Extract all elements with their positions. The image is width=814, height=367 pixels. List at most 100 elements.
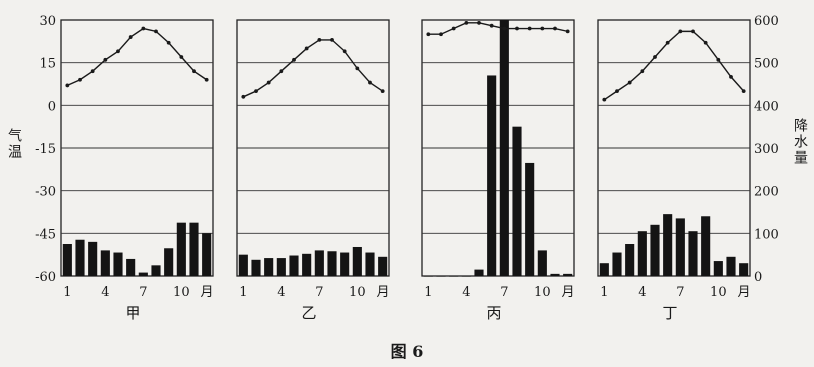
temperature-axis: 30 15 0 -15 -30 -45 -60 气温 [6,14,56,285]
precip-bar [675,218,685,276]
precip-bar [238,254,248,276]
climate-chart-panel: 1 4 7 10 月甲 [60,19,214,322]
temperature-point [515,26,519,31]
temperature-point [640,69,645,74]
temperature-point [355,66,360,71]
temperature-point [179,55,184,59]
temperature-point [464,20,469,25]
precip-bar [512,126,522,277]
precip-tick-label: 300 [754,142,779,157]
temperature-point [116,49,120,54]
temperature-point [627,80,632,85]
precip-bar [599,263,609,276]
precip-bar [423,276,433,277]
month-tick-label: 4 [462,285,470,300]
temperature-line [243,39,384,98]
month-tick-label: 7 [139,285,147,300]
panel-label: 乙 [301,304,316,322]
temperature-point [703,40,708,45]
month-tick-label: 7 [676,285,684,300]
precip-bar [487,75,497,276]
panel-label: 丙 [486,304,501,322]
precip-bar [365,252,375,276]
precip-tick-label: 200 [754,185,779,200]
temperature-point [678,29,683,34]
month-tick-label: 4 [101,285,109,300]
temperature-point [128,35,133,39]
temperature-point [368,80,372,85]
temp-axis-label: 气温 [6,128,22,160]
precip-bar [202,233,212,276]
month-tick-label: 月 [200,285,213,300]
temperature-line [603,30,745,101]
temperature-line [67,27,208,87]
temperature-point [553,26,557,31]
precip-bar [314,250,324,276]
precip-bar [327,251,337,276]
precip-tick-label: 0 [754,270,762,285]
month-tick-label: 月 [561,285,574,300]
month-tick-label: 4 [638,285,646,300]
precip-bar [151,265,161,276]
temperature-point [439,32,443,37]
climate-chart-panel: 1 4 7 10 月乙 [236,19,390,322]
precip-bar [113,252,123,276]
temperature-point [729,74,733,79]
precip-bar [525,162,535,276]
temperature-point [90,69,95,74]
precip-bar [100,250,110,276]
temperature-point [477,20,481,25]
precip-tick-label: 100 [754,227,779,242]
temperature-point [615,89,619,94]
temperature-line [428,22,568,35]
precip-bar [612,252,622,276]
precip-bar [251,259,261,276]
month-tick-label: 1 [239,285,247,300]
precip-bar [176,222,186,276]
precip-bar [189,222,199,276]
precip-tick-label: 400 [754,99,779,114]
climate-chart-panel: 1 4 7 10 月丙 [421,19,575,322]
precipitation-axis: 600 500 400 300 200 100 0 降水量 [754,14,808,285]
temp-tick-label: 30 [39,14,56,29]
temperature-point [192,69,196,74]
temperature-point [342,49,347,54]
temperature-point [279,69,284,74]
precip-bar [276,258,286,276]
panel-label: 甲 [125,304,140,322]
month-tick-label: 7 [315,285,323,300]
temperature-point [154,29,158,34]
temperature-point [602,97,607,102]
climate-charts: 1 4 7 10 月甲 1 4 7 10 月乙 1 4 7 10 月丙 1 4 7 10 月丁 [60,19,751,322]
temperature-point [665,40,670,45]
panel-label: 丁 [662,304,677,322]
precip-bar [688,231,698,276]
precip-bar [650,224,660,276]
temperature-point [292,57,296,62]
temperature-point [304,46,309,51]
month-tick-label: 7 [500,285,508,300]
precip-bar [499,20,509,276]
precip-bar [461,276,471,277]
precip-bar [563,273,573,276]
month-tick-label: 1 [424,285,432,300]
temperature-point [691,29,695,34]
temp-tick-label: -30 [35,185,56,200]
precip-bar [726,256,736,276]
climate-chart-panel: 1 4 7 10 月丁 [597,19,751,322]
temperature-point [540,26,545,31]
temperature-point [565,29,570,34]
month-tick-label: 1 [600,285,608,300]
precip-bar [340,252,350,276]
temperature-point [716,57,721,62]
precip-bar [126,258,136,276]
temp-tick-label: 15 [39,57,56,72]
temp-tick-label: -15 [35,142,56,157]
temperature-point [527,26,532,31]
precip-bar [138,272,148,276]
temperature-point [653,55,657,59]
month-tick-label: 4 [277,285,285,300]
precip-bar [289,255,299,276]
temperature-point [204,77,209,82]
